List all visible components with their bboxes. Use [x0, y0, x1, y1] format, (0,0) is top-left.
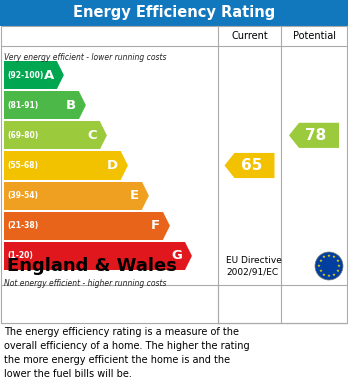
Text: EU Directive
2002/91/EC: EU Directive 2002/91/EC — [226, 256, 282, 276]
Text: ★: ★ — [337, 264, 341, 268]
Bar — [0, 285, 347, 323]
Text: Energy Efficiency Rating: Energy Efficiency Rating — [73, 5, 275, 20]
Text: The energy efficiency rating is a measure of the
overall efficiency of a home. T: The energy efficiency rating is a measur… — [4, 327, 250, 379]
Text: ★: ★ — [327, 274, 331, 278]
Text: G: G — [171, 249, 182, 262]
Polygon shape — [79, 91, 86, 119]
Polygon shape — [142, 181, 149, 210]
Text: ★: ★ — [336, 269, 340, 273]
Bar — [4, 151, 121, 179]
Text: (21-38): (21-38) — [7, 221, 38, 230]
Text: 65: 65 — [241, 158, 262, 173]
Circle shape — [315, 252, 343, 280]
Polygon shape — [57, 61, 64, 89]
Text: Potential: Potential — [293, 31, 335, 41]
Text: B: B — [66, 99, 76, 112]
Text: ★: ★ — [327, 254, 331, 258]
Text: ★: ★ — [322, 255, 326, 259]
Text: Not energy efficient - higher running costs: Not energy efficient - higher running co… — [4, 278, 166, 287]
Text: A: A — [44, 68, 54, 82]
Text: ★: ★ — [318, 259, 322, 263]
Text: (81-91): (81-91) — [7, 101, 38, 110]
Polygon shape — [185, 242, 192, 270]
Text: England & Wales: England & Wales — [7, 257, 177, 275]
Text: (69-80): (69-80) — [7, 131, 38, 140]
Text: E: E — [130, 189, 139, 202]
Bar — [0, 26, 347, 323]
Polygon shape — [100, 121, 107, 149]
Text: (92-100): (92-100) — [7, 70, 44, 80]
Text: 78: 78 — [306, 128, 327, 143]
Text: Very energy efficient - lower running costs: Very energy efficient - lower running co… — [4, 52, 166, 61]
Text: ★: ★ — [332, 255, 336, 259]
Polygon shape — [163, 212, 170, 240]
Text: ★: ★ — [322, 273, 326, 277]
Text: (55-68): (55-68) — [7, 161, 38, 170]
Text: ★: ★ — [317, 264, 321, 268]
Bar — [4, 242, 185, 270]
Text: D: D — [107, 159, 118, 172]
Bar — [4, 61, 57, 89]
Text: ★: ★ — [318, 269, 322, 273]
Polygon shape — [224, 153, 275, 178]
Text: (39-54): (39-54) — [7, 191, 38, 200]
Bar — [0, 0, 348, 26]
Polygon shape — [289, 123, 339, 148]
Text: F: F — [151, 219, 160, 232]
Text: (1-20): (1-20) — [7, 251, 33, 260]
Bar — [4, 212, 163, 240]
Text: ★: ★ — [336, 259, 340, 263]
Text: Current: Current — [231, 31, 268, 41]
Bar — [4, 91, 79, 119]
Text: C: C — [87, 129, 97, 142]
Bar — [4, 181, 142, 210]
Text: ★: ★ — [332, 273, 336, 277]
Polygon shape — [121, 151, 128, 179]
Bar — [4, 121, 100, 149]
